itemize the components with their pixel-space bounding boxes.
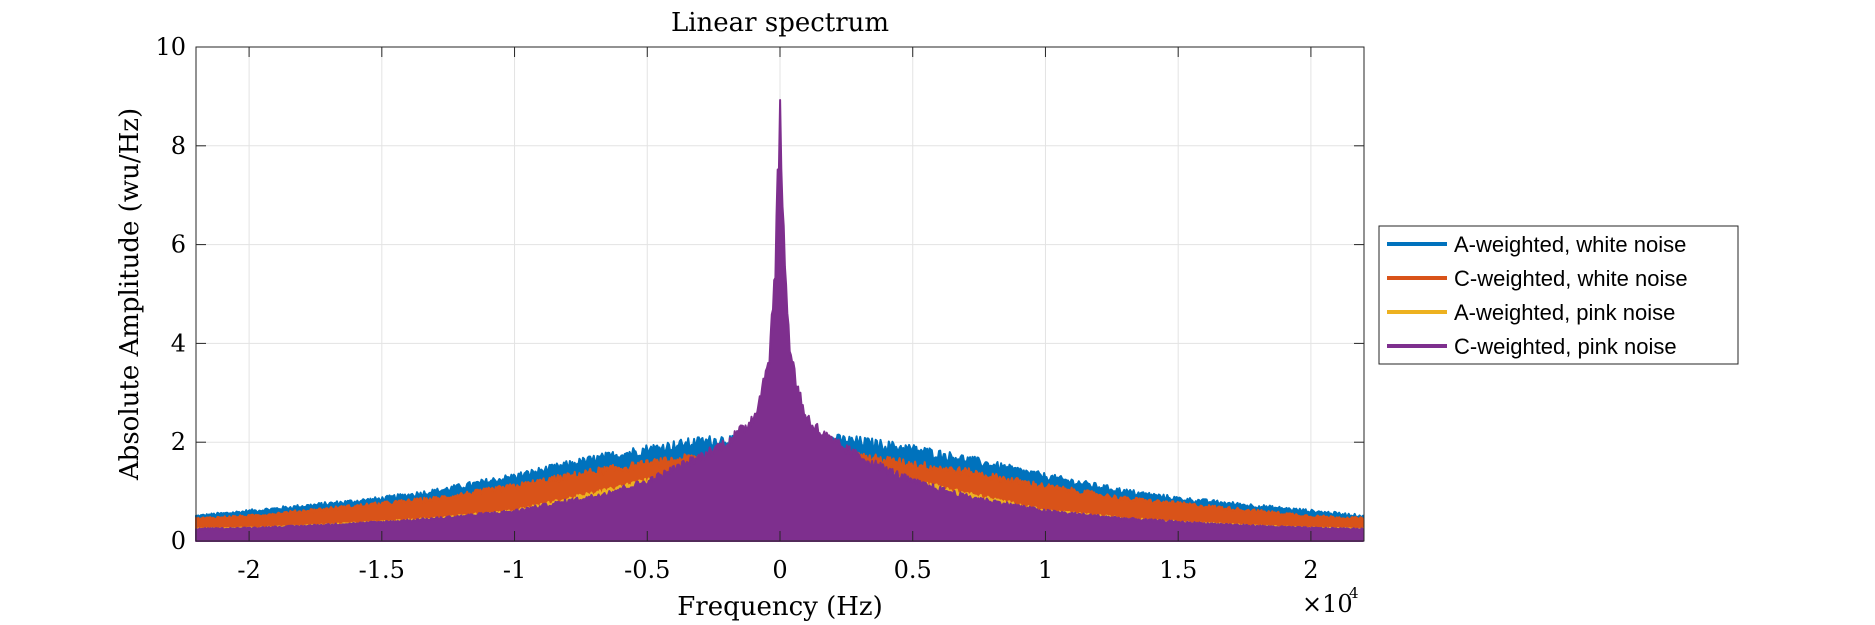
legend-item: C-weighted, white noise bbox=[1387, 266, 1688, 291]
x-tick-label: -1.5 bbox=[359, 556, 405, 584]
x-axis-label: Frequency (Hz) bbox=[677, 592, 883, 622]
x-tick-label: 0 bbox=[772, 556, 787, 584]
y-tick-label: 8 bbox=[171, 132, 186, 160]
legend-box bbox=[1378, 225, 1739, 365]
y-tick-label: 0 bbox=[171, 527, 186, 555]
x-tick-label: 1.5 bbox=[1159, 556, 1197, 584]
ticks bbox=[196, 46, 1364, 542]
y-tick-label: 2 bbox=[171, 428, 186, 456]
x-tick-label: -2 bbox=[237, 556, 260, 584]
y-tick-label: 4 bbox=[171, 329, 186, 357]
legend: A-weighted, white noise C-weighted, whit… bbox=[1378, 225, 1739, 365]
legend-item: C-weighted, pink noise bbox=[1387, 334, 1677, 359]
legend-label: C-weighted, pink noise bbox=[1454, 334, 1677, 359]
x-tick-label: -0.5 bbox=[624, 556, 670, 584]
legend-label: A-weighted, pink noise bbox=[1454, 300, 1675, 325]
chart-title: Linear spectrum bbox=[671, 8, 889, 38]
x-tick-label: 2 bbox=[1303, 556, 1318, 584]
series-layer bbox=[195, 99, 1365, 542]
y-tick-label: 6 bbox=[171, 231, 186, 259]
x-axis-exponent-power: 4 bbox=[1349, 584, 1359, 602]
legend-item: A-weighted, white noise bbox=[1387, 232, 1686, 257]
legend-item: A-weighted, pink noise bbox=[1387, 300, 1675, 325]
legend-label: C-weighted, white noise bbox=[1454, 266, 1688, 291]
x-axis-exponent: ×10 4 bbox=[1302, 584, 1359, 618]
y-axis-label: Absolute Amplitude (wu/Hz) bbox=[115, 108, 145, 481]
x-tick-label: 0.5 bbox=[894, 556, 932, 584]
x-axis-exponent-base: ×10 bbox=[1302, 590, 1353, 618]
legend-label: A-weighted, white noise bbox=[1454, 232, 1686, 257]
x-tick-label: -1 bbox=[503, 556, 526, 584]
tick-labels: -2 -1.5 -1 -0.5 0 0.5 1 1.5 2 0 2 4 6 8 10 bbox=[155, 33, 1318, 584]
x-tick-label: 1 bbox=[1038, 556, 1053, 584]
y-tick-label: 10 bbox=[155, 33, 186, 61]
